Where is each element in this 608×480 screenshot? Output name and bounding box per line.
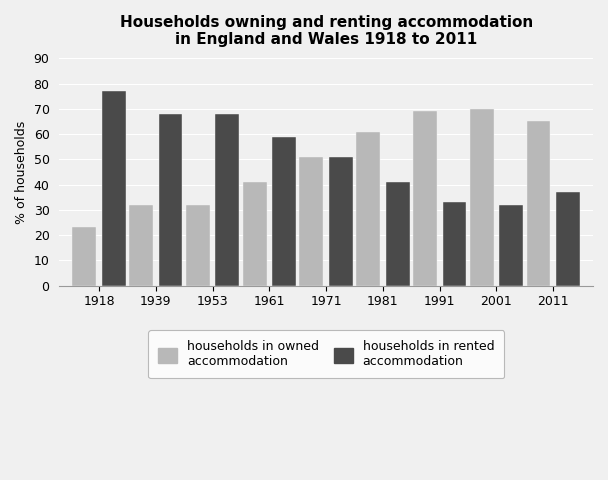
Bar <box>129 205 153 286</box>
Legend: households in owned
accommodation, households in rented
accommodation: households in owned accommodation, house… <box>148 330 504 378</box>
Bar <box>499 205 523 286</box>
Bar <box>470 109 494 286</box>
Title: Households owning and renting accommodation
in England and Wales 1918 to 2011: Households owning and renting accommodat… <box>120 15 533 48</box>
Bar <box>356 132 380 286</box>
Bar <box>72 228 96 286</box>
Bar <box>527 121 550 286</box>
Bar <box>385 182 410 286</box>
Bar <box>556 192 580 286</box>
Bar <box>272 136 296 286</box>
Bar <box>186 205 210 286</box>
Bar <box>300 157 323 286</box>
Y-axis label: % of households: % of households <box>15 120 28 224</box>
Bar <box>215 114 240 286</box>
Bar <box>102 91 126 286</box>
Bar <box>329 157 353 286</box>
Bar <box>443 202 466 286</box>
Bar <box>243 182 266 286</box>
Bar <box>413 111 437 286</box>
Bar <box>159 114 182 286</box>
